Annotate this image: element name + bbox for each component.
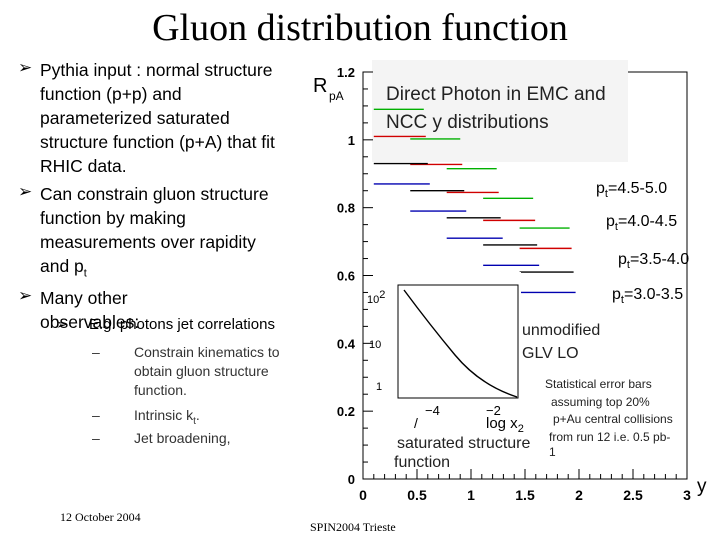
series-label: pt=4.5-5.0 [596,180,667,200]
bullet-line: function by making [40,208,186,228]
annotation-unmodified: unmodified [522,322,600,339]
x-tick-label: 1 [467,487,475,503]
y-axis-label-sub: pA [329,89,344,103]
bullet-line: parameterized saturated [40,108,230,128]
series-label: pt=3.5-4.0 [618,251,689,271]
dash-bullet-icon: – [92,430,100,446]
arrow-bullet-icon: ➢ [18,182,33,201]
arrow-bullet-icon: ➢ [18,58,33,77]
title-backdrop [372,60,628,162]
dash-bullet-icon: – [92,344,100,360]
x-tick-label: 0.5 [407,487,427,503]
y-tick-label: 0.2 [337,404,355,419]
annotation-unmodified: GLV LO [522,345,579,362]
series-label: pt=4.0-4.5 [606,213,677,233]
x-tick-label: 1.5 [515,487,535,503]
series-label: pt=3.0-3.5 [612,286,683,306]
inset-x-axis-label: log x2 [486,415,524,435]
inset-x-tick-label: −2 [486,403,501,418]
footer-venue: SPIN2004 Trieste [310,520,396,534]
inset-x-tick-label: −4 [425,403,440,418]
bullet-line: function (p+p) and [40,84,182,104]
annotation-stat: from run 12 i.e. 0.5 pb- [549,430,670,444]
y-tick-label: 0.8 [337,201,355,216]
y-tick-label: 0.6 [337,269,355,284]
inset-y-tick-label: 1 [376,381,382,393]
x-axis-label: y [697,476,707,497]
page-title: Gluon distribution function [152,7,568,49]
x-tick-label: 2.5 [623,487,643,503]
annotation-saturated: function [394,454,450,471]
y-tick-label: 1 [348,133,355,148]
arrow-bullet-icon: ➢ [18,286,33,305]
y-tick-label: 0 [348,472,355,487]
x-tick-label: 3 [683,487,691,503]
annotation-saturated: saturated structure [397,435,531,452]
inset-frame [397,284,519,399]
inset-y-tick-label: 102 [367,289,385,306]
bullet-line: measurements over rapidity [40,232,256,252]
annotation-stat: Statistical error bars [545,377,652,391]
y-tick-label: 0.4 [337,336,356,351]
annotation-stat: p+Au central collisions [553,412,673,426]
annotation-stat: assuming top 20% [551,395,650,409]
annotation-stat: 1 [549,445,556,459]
chart-title-line: NCC y distributions [386,112,549,133]
inset-y-tick-label: 10 [369,339,381,351]
x-tick-label: 0 [359,487,367,503]
dash-bullet-icon: – [92,407,100,423]
bullet-line: structure function (p+A) that fit [40,132,275,152]
x-tick-label: 2 [575,487,583,503]
y-axis-label: R [313,75,327,97]
bullet-line: and pt [40,256,87,280]
bullet-line: Can constrain gluon structure [40,184,269,204]
inset-y-axis-label: / [414,415,418,431]
y-tick-label: 1.2 [337,65,355,80]
arrow-bullet-icon: ➢ [56,316,68,332]
chart-title-line: Direct Photon in EMC and [386,84,606,105]
bullet-line: Many other observables: [40,288,140,332]
footer-date: 12 October 2004 [60,510,141,524]
inset-background [373,272,521,398]
inset-curve [403,289,518,398]
bullet-line: Pythia input : normal structure [40,60,273,80]
bullet-line: RHIC data. [40,156,127,176]
